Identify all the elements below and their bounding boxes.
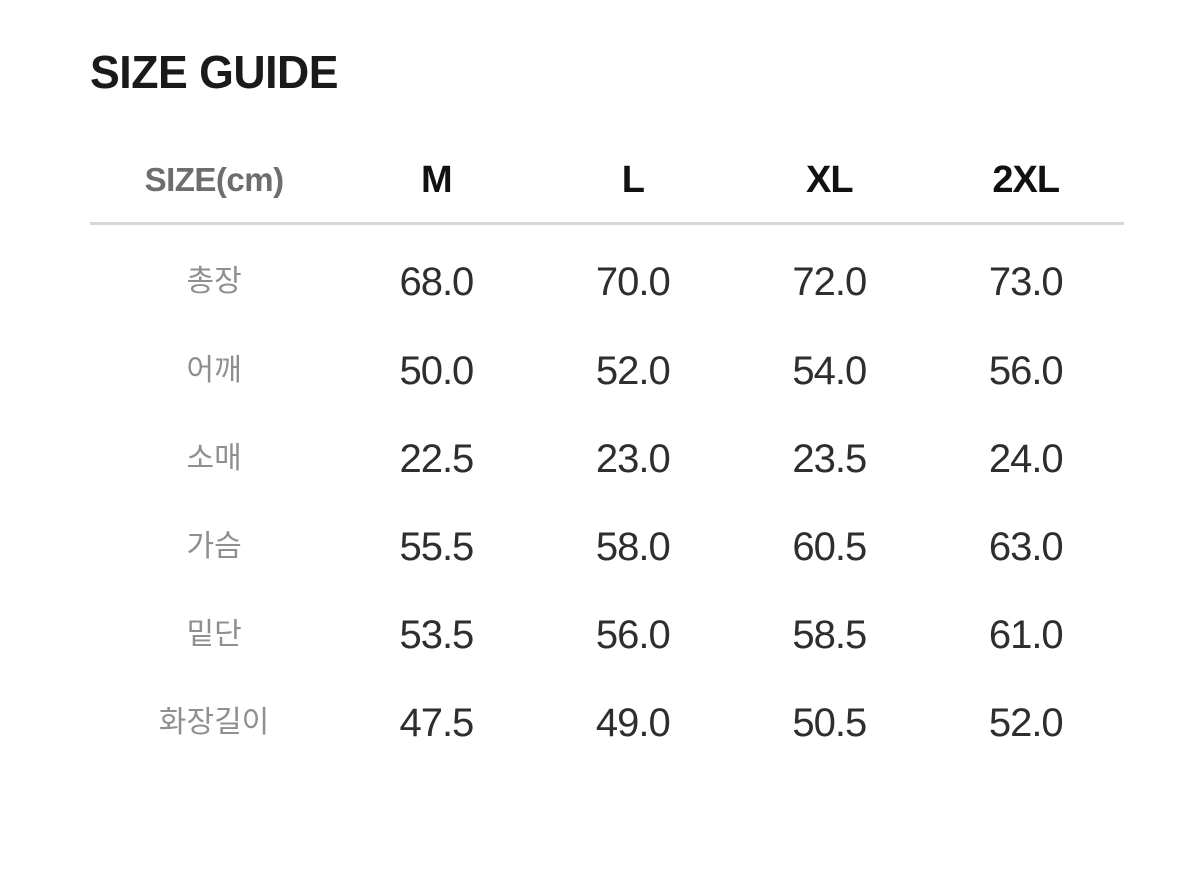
- size-value-cell: 63.0: [988, 525, 1064, 569]
- size-value-cell: 61.0: [988, 613, 1064, 657]
- size-value-cell: 73.0: [988, 260, 1064, 304]
- size-guide-page: SIZE GUIDE SIZE(cm) M L XL 2XL 총장 68.0 7…: [90, 46, 1124, 767]
- size-value-cell: 72.0: [792, 260, 867, 304]
- size-value-cell: 23.0: [595, 437, 671, 481]
- size-value-cell: 49.0: [595, 701, 671, 745]
- size-value-cell: 58.5: [792, 613, 867, 657]
- size-table-header-row: SIZE(cm) M L XL 2XL: [90, 96, 1124, 225]
- measurement-row-shoulder: 어깨 50.0 52.0 54.0 56.0: [90, 327, 1124, 415]
- size-value-cell: 52.0: [988, 701, 1064, 745]
- size-value-cell: 56.0: [988, 349, 1064, 393]
- size-value-cell: 58.0: [595, 525, 671, 569]
- row-label: 총장: [186, 265, 242, 298]
- row-label: 화장길이: [158, 706, 270, 739]
- size-value-cell: 68.0: [399, 260, 474, 304]
- size-value-cell: 55.5: [399, 525, 474, 569]
- size-value-cell: 47.5: [399, 701, 474, 745]
- size-value-cell: 22.5: [399, 437, 474, 481]
- size-value-cell: 53.5: [399, 613, 474, 657]
- size-table: SIZE(cm) M L XL 2XL 총장 68.0 70.0 72.0 73…: [90, 96, 1124, 767]
- size-column-header-2xl: 2XL: [927, 96, 1124, 225]
- measurement-row-total-length: 총장 68.0 70.0 72.0 73.0: [90, 224, 1124, 328]
- row-label: 어깨: [186, 354, 242, 387]
- row-label: 가슴: [186, 530, 242, 563]
- size-value-cell: 50.0: [399, 349, 474, 393]
- size-value-cell: 23.5: [792, 437, 867, 481]
- unit-header-cell: SIZE(cm): [90, 96, 339, 225]
- measurement-row-hem: 밑단 53.5 56.0 58.5 61.0: [90, 591, 1124, 679]
- size-value-cell: 70.0: [595, 260, 671, 304]
- measurement-row-chest: 가슴 55.5 58.0 60.5 63.0: [90, 503, 1124, 591]
- size-column-header-xl: XL: [731, 96, 928, 225]
- size-value-cell: 56.0: [595, 613, 671, 657]
- size-value-cell: 24.0: [988, 437, 1064, 481]
- measurement-row-sleeve: 소매 22.5 23.0 23.5 24.0: [90, 415, 1124, 503]
- page-title: SIZE GUIDE: [90, 46, 339, 98]
- size-column-header-l: L: [534, 96, 732, 225]
- size-column-header-m: M: [338, 96, 535, 225]
- size-value-cell: 52.0: [595, 349, 671, 393]
- row-label: 밑단: [186, 618, 242, 651]
- size-value-cell: 60.5: [792, 525, 867, 569]
- measurement-row-sleeve-from-center-back: 화장길이 47.5 49.0 50.5 52.0: [90, 679, 1124, 767]
- size-value-cell: 54.0: [792, 349, 867, 393]
- row-label: 소매: [186, 442, 242, 475]
- size-value-cell: 50.5: [792, 701, 867, 745]
